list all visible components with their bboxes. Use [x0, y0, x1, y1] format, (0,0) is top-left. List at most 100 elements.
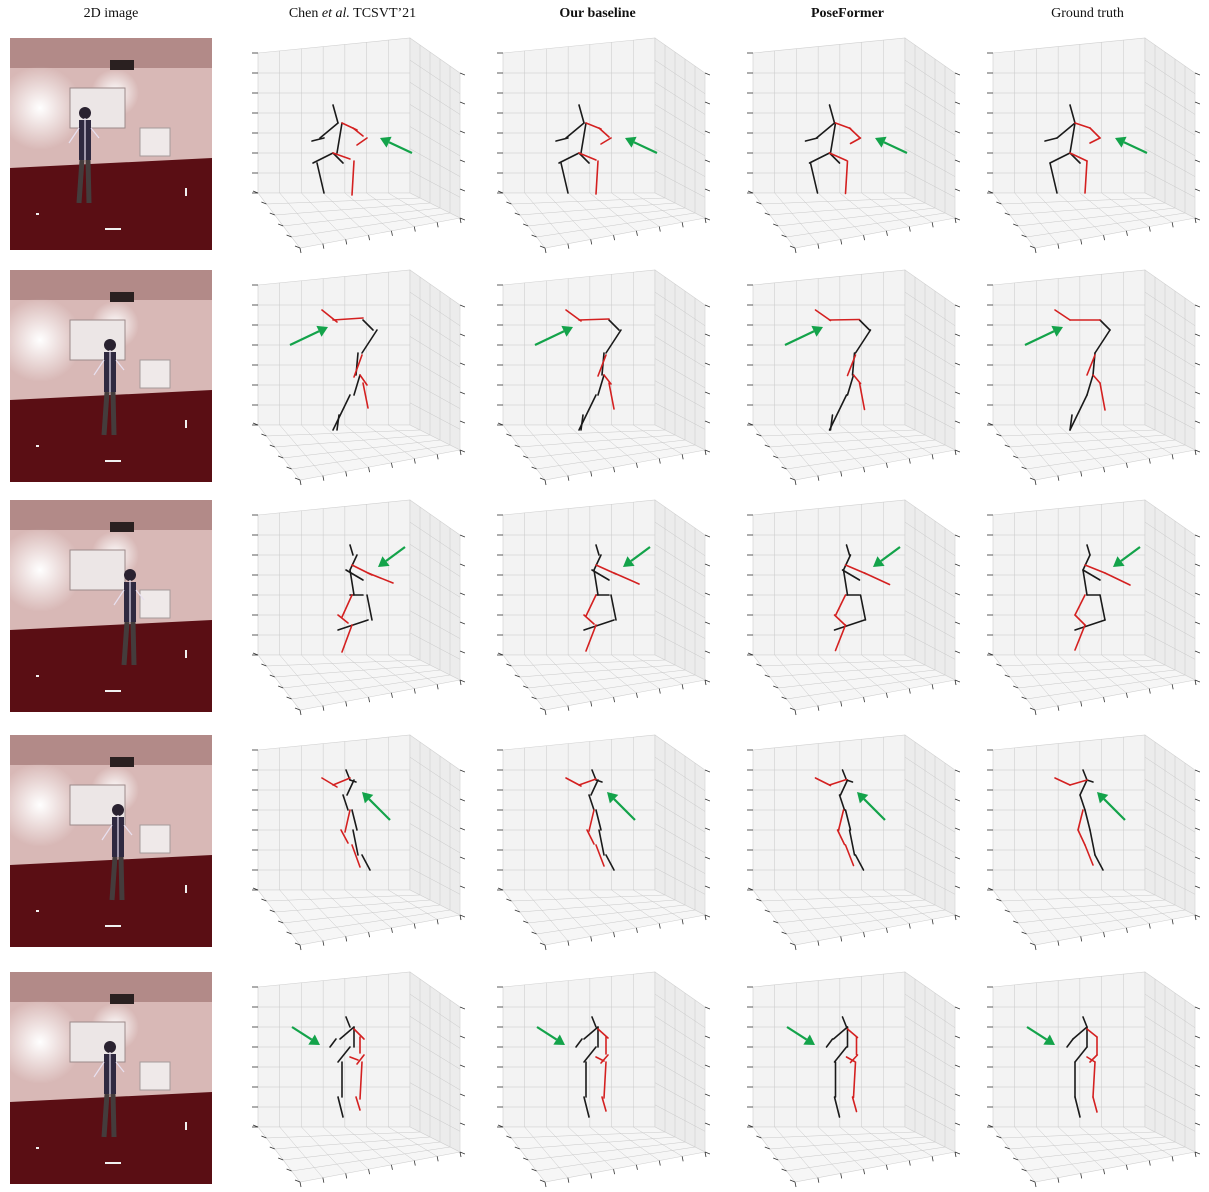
header-chen-author: Chen [288, 6, 322, 21]
bone-left [580, 414, 584, 431]
bone-right [578, 778, 597, 786]
bone-right [321, 777, 338, 788]
pose-plot-poseformer [735, 967, 960, 1192]
pose-3d-axes [497, 37, 710, 254]
bone-left [1074, 619, 1106, 631]
bone-left [859, 594, 867, 621]
bone-left [1074, 1096, 1081, 1118]
bone-right [565, 309, 582, 322]
bone-left [608, 319, 620, 331]
bone-left [583, 619, 615, 631]
pose-plot-ground-truth [975, 967, 1200, 1192]
bone-right [351, 160, 355, 196]
pose-plot-poseformer [735, 265, 960, 490]
bone-left [804, 137, 819, 142]
bone-right [1104, 572, 1131, 586]
bone-right [849, 137, 862, 145]
bone-left [593, 554, 602, 571]
bone-right [844, 564, 867, 575]
bone-left [1079, 794, 1086, 811]
highlight-arrow-icon [623, 546, 651, 567]
bone-left [841, 1016, 848, 1028]
bone-right [588, 809, 595, 832]
bone-left [329, 1038, 337, 1048]
bone-left [349, 544, 354, 556]
skeleton [575, 1016, 609, 1118]
bone-left [583, 1096, 590, 1118]
pose-3d-axes [252, 734, 465, 951]
highlight-arrow-icon [1024, 325, 1063, 346]
bone-right [814, 777, 832, 787]
bone-left [558, 152, 580, 164]
bone-left [598, 829, 605, 856]
bone-right [1099, 382, 1106, 411]
bone-right [1089, 137, 1101, 144]
bone-left [845, 779, 854, 783]
bone-right [355, 1096, 361, 1111]
bone-left [833, 619, 866, 631]
bone-right [1089, 127, 1101, 139]
bone-right [359, 1061, 363, 1100]
bone-left [825, 1038, 834, 1048]
bone-right [578, 152, 597, 161]
bone-left [854, 329, 872, 354]
bone-right [852, 1061, 857, 1099]
highlight-arrow-icon [1097, 792, 1126, 821]
bone-right [863, 572, 891, 586]
bone-right [600, 1054, 609, 1064]
bone-right [613, 572, 640, 585]
pose-plot-poseformer [735, 730, 960, 955]
bone-left [858, 319, 871, 331]
bone-right [585, 594, 597, 617]
pose-3d-axes [747, 734, 960, 951]
skeleton [1054, 309, 1111, 431]
bone-right [595, 564, 617, 575]
bone-left [1089, 829, 1096, 856]
header-ground-truth-label: Ground truth [1051, 6, 1124, 21]
bone-right [601, 1096, 607, 1112]
bone-right [1084, 160, 1088, 194]
bone-left [346, 779, 355, 796]
bone-left [1044, 137, 1058, 142]
bone-left [580, 122, 587, 154]
bone-right [341, 594, 353, 618]
bone-right [1074, 624, 1086, 651]
bone-left [1094, 854, 1104, 871]
header-poseformer-label: PoseFormer [810, 6, 885, 21]
bone-right [1086, 1028, 1098, 1038]
bone-left [349, 779, 357, 783]
skeleton [1074, 544, 1131, 651]
bone-right [353, 354, 363, 378]
bone-left [829, 122, 837, 154]
bone-left [565, 122, 585, 139]
bone-right [585, 624, 597, 652]
person-figure [101, 804, 133, 901]
bone-left [555, 137, 569, 142]
bone-right [595, 844, 605, 867]
bone-left [578, 152, 590, 164]
bone-right [1092, 1096, 1098, 1113]
bone-left [311, 137, 325, 142]
bone-right [608, 382, 615, 410]
header-2d-image-label: 2D image [83, 6, 139, 21]
skeleton [321, 309, 378, 431]
bone-left [1082, 554, 1091, 571]
bone-left [846, 374, 855, 396]
bone-right [362, 382, 369, 409]
bone-left [336, 122, 343, 154]
pose-3d-axes [497, 971, 710, 1188]
bone-right [356, 137, 368, 146]
bone-left [591, 769, 597, 781]
bone-right [1069, 152, 1088, 162]
bone-left [349, 569, 355, 596]
person-figure [113, 569, 145, 666]
bone-right [848, 127, 861, 139]
bone-right [332, 317, 364, 321]
pose-3d-axes [747, 37, 960, 254]
bone-right [332, 152, 351, 160]
bone-right [1077, 829, 1086, 846]
bone-left [829, 414, 834, 431]
room-scene-illustration [10, 38, 212, 250]
input-2d-image [10, 500, 212, 712]
pose-3d-axes [747, 499, 960, 716]
